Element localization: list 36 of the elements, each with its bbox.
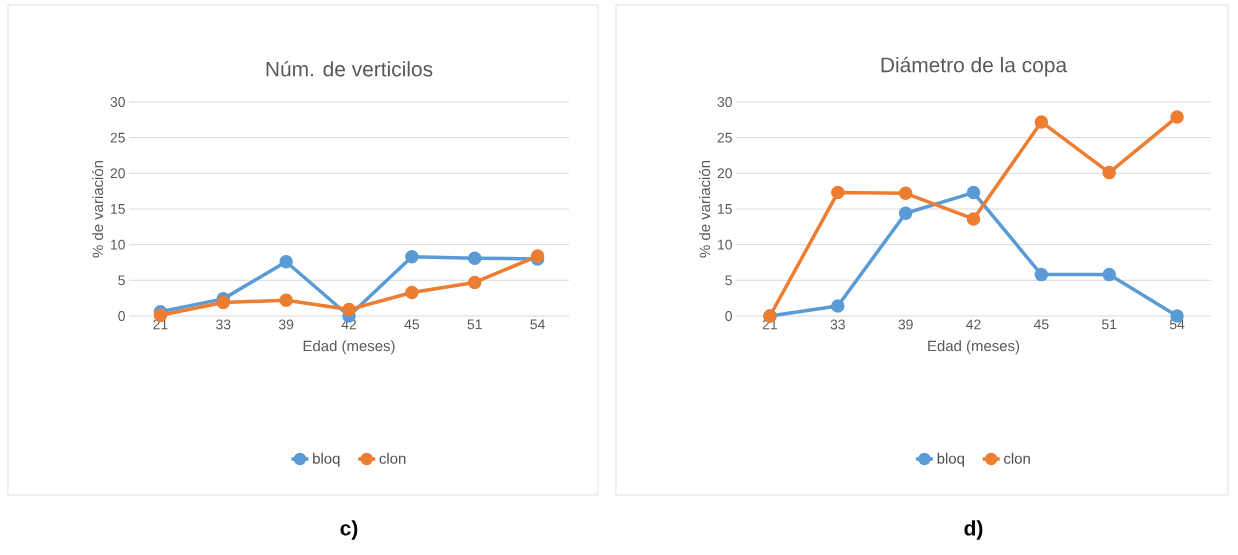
y-tick-label: 30 [717,97,732,107]
y-tick-label: 0 [118,311,125,321]
legend-label: bloq [937,452,964,467]
y-tick-label: 20 [110,168,125,179]
x-tick-label: 33 [216,319,231,330]
text: c) [340,520,358,540]
x-tick-label: 39 [278,319,294,330]
y-axis-title: % de variación [698,160,711,258]
y-tick-label: 15 [111,204,125,214]
y-tick-label: 25 [717,132,732,143]
x-tick-label: 54 [530,319,545,330]
x-tick-label: 45 [404,319,420,330]
y-tick-label: 0 [725,311,732,321]
x-tick-label: 42 [966,319,981,330]
y-tick-label: 20 [717,168,732,179]
y-tick-label: 10 [111,239,125,250]
x-tick-label: 45 [1033,319,1049,330]
x-axis-title: Edad (meses) [303,340,395,355]
chart-title: Diámetro de la copa [881,56,1068,77]
y-tick-label: 15 [718,204,732,214]
x-tick-label: 51 [1102,319,1117,330]
y-tick-label: 30 [110,97,125,107]
text: d) [964,520,983,540]
chart-title: Núm. de verticilos [266,60,433,77]
y-tick-label: 10 [718,239,732,250]
y-tick-label: 5 [118,275,125,286]
x-tick-label: 39 [898,319,913,330]
x-axis-title: Edad (meses) [928,340,1020,355]
legend-label: clon [1004,452,1030,464]
y-tick-label: 25 [110,132,125,143]
x-tick-label: 33 [830,319,845,330]
x-tick-label: 51 [467,319,482,330]
y-axis-title: % de variación [91,160,104,258]
legend-label: clon [379,452,406,464]
legend-label: bloq [313,452,340,467]
y-tick-label: 5 [725,275,732,286]
